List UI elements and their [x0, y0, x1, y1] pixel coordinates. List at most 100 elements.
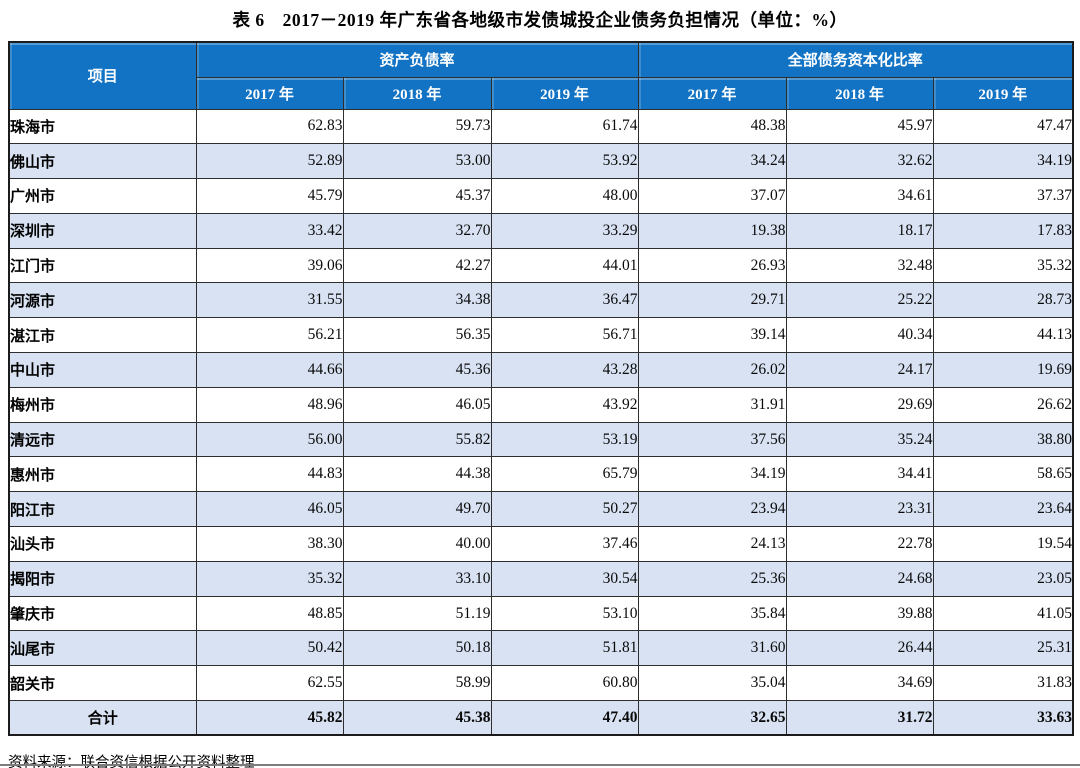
value-cell: 47.40: [490, 700, 639, 737]
value-cell: 45.38: [342, 700, 492, 737]
value-cell: 43.28: [490, 352, 639, 388]
header-group-row: 项目 资产负债率 全部债务资本化比率: [8, 41, 1074, 110]
total-row-label: 合计: [8, 700, 197, 737]
value-cell: 31.83: [932, 665, 1074, 702]
year-header-alr-2017: 2017 年: [195, 76, 344, 110]
value-cell: 53.10: [490, 595, 639, 632]
city-name-cell: 广州市: [8, 178, 197, 214]
value-cell: 41.05: [932, 595, 1074, 632]
value-cell: 33.63: [932, 700, 1074, 737]
city-name-cell: 江门市: [8, 247, 197, 284]
value-cell: 48.96: [195, 386, 344, 423]
value-cell: 25.36: [637, 560, 787, 597]
col-header-item: 项目: [8, 41, 197, 110]
table-row: 佛山市 52.89 53.00 53.92 34.24 32.62 34.19: [8, 143, 1074, 180]
value-cell: 19.69: [932, 352, 1074, 388]
value-cell: 35.04: [637, 665, 787, 702]
value-cell: 43.92: [490, 386, 639, 423]
value-cell: 36.47: [490, 282, 639, 319]
value-cell: 42.27: [342, 247, 492, 284]
city-name-cell: 肇庆市: [8, 595, 197, 632]
value-cell: 18.17: [785, 212, 934, 249]
city-name-cell: 揭阳市: [8, 560, 197, 597]
value-cell: 46.05: [195, 491, 344, 528]
value-cell: 23.94: [637, 491, 787, 528]
value-cell: 22.78: [785, 526, 934, 562]
value-cell: 50.27: [490, 491, 639, 528]
value-cell: 24.68: [785, 560, 934, 597]
value-cell: 38.80: [932, 421, 1074, 458]
city-name-cell: 湛江市: [8, 317, 197, 354]
value-cell: 35.32: [195, 560, 344, 597]
value-cell: 19.38: [637, 212, 787, 249]
value-cell: 44.66: [195, 352, 344, 388]
value-cell: 45.97: [785, 108, 934, 145]
value-cell: 30.54: [490, 560, 639, 597]
value-cell: 61.74: [490, 108, 639, 145]
table-row: 深圳市 33.42 32.70 33.29 19.38 18.17 17.83: [8, 212, 1074, 249]
value-cell: 26.02: [637, 352, 787, 388]
value-cell: 25.31: [932, 630, 1074, 667]
value-cell: 34.69: [785, 665, 934, 702]
value-cell: 26.44: [785, 630, 934, 667]
total-row: 合计 45.82 45.38 47.40 32.65 31.72 33.63: [8, 700, 1074, 737]
value-cell: 23.05: [932, 560, 1074, 597]
value-cell: 39.14: [637, 317, 787, 354]
value-cell: 31.55: [195, 282, 344, 319]
value-cell: 47.47: [932, 108, 1074, 145]
table-row: 中山市 44.66 45.36 43.28 26.02 24.17 19.69: [8, 352, 1074, 388]
value-cell: 56.71: [490, 317, 639, 354]
value-cell: 53.19: [490, 421, 639, 458]
city-name-cell: 汕尾市: [8, 630, 197, 667]
value-cell: 45.36: [342, 352, 492, 388]
value-cell: 52.89: [195, 143, 344, 180]
table-row: 河源市 31.55 34.38 36.47 29.71 25.22 28.73: [8, 282, 1074, 319]
value-cell: 56.00: [195, 421, 344, 458]
value-cell: 35.24: [785, 421, 934, 458]
value-cell: 32.70: [342, 212, 492, 249]
city-name-cell: 河源市: [8, 282, 197, 319]
value-cell: 29.69: [785, 386, 934, 423]
value-cell: 65.79: [490, 456, 639, 493]
group-header-total-debt-capitalization-ratio: 全部债务资本化比率: [637, 41, 1074, 78]
year-header-alr-2019: 2019 年: [490, 76, 639, 110]
table-row: 阳江市 46.05 49.70 50.27 23.94 23.31 23.64: [8, 491, 1074, 528]
value-cell: 34.61: [785, 178, 934, 214]
value-cell: 34.19: [637, 456, 787, 493]
value-cell: 33.29: [490, 212, 639, 249]
value-cell: 34.38: [342, 282, 492, 319]
table-row: 珠海市 62.83 59.73 61.74 48.38 45.97 47.47: [8, 108, 1074, 145]
value-cell: 26.93: [637, 247, 787, 284]
value-cell: 44.38: [342, 456, 492, 493]
city-name-cell: 阳江市: [8, 491, 197, 528]
value-cell: 17.83: [932, 212, 1074, 249]
value-cell: 56.35: [342, 317, 492, 354]
value-cell: 33.10: [342, 560, 492, 597]
value-cell: 40.34: [785, 317, 934, 354]
value-cell: 50.18: [342, 630, 492, 667]
table-row: 广州市 45.79 45.37 48.00 37.07 34.61 37.37: [8, 178, 1074, 214]
year-header-dcr-2017: 2017 年: [637, 76, 787, 110]
value-cell: 26.62: [932, 386, 1074, 423]
value-cell: 37.07: [637, 178, 787, 214]
city-name-cell: 清远市: [8, 421, 197, 458]
page-bottom-rule: [0, 764, 1080, 766]
value-cell: 58.99: [342, 665, 492, 702]
value-cell: 31.91: [637, 386, 787, 423]
value-cell: 29.71: [637, 282, 787, 319]
year-header-dcr-2018: 2018 年: [785, 76, 934, 110]
table-row: 惠州市 44.83 44.38 65.79 34.19 34.41 58.65: [8, 456, 1074, 493]
table-row: 韶关市 62.55 58.99 60.80 35.04 34.69 31.83: [8, 665, 1074, 702]
value-cell: 23.31: [785, 491, 934, 528]
value-cell: 44.01: [490, 247, 639, 284]
value-cell: 38.30: [195, 526, 344, 562]
value-cell: 44.13: [932, 317, 1074, 354]
table-row: 清远市 56.00 55.82 53.19 37.56 35.24 38.80: [8, 421, 1074, 458]
value-cell: 31.72: [785, 700, 934, 737]
table-row: 湛江市 56.21 56.35 56.71 39.14 40.34 44.13: [8, 317, 1074, 354]
value-cell: 25.22: [785, 282, 934, 319]
year-header-dcr-2019: 2019 年: [932, 76, 1074, 110]
value-cell: 44.83: [195, 456, 344, 493]
value-cell: 33.42: [195, 212, 344, 249]
value-cell: 60.80: [490, 665, 639, 702]
